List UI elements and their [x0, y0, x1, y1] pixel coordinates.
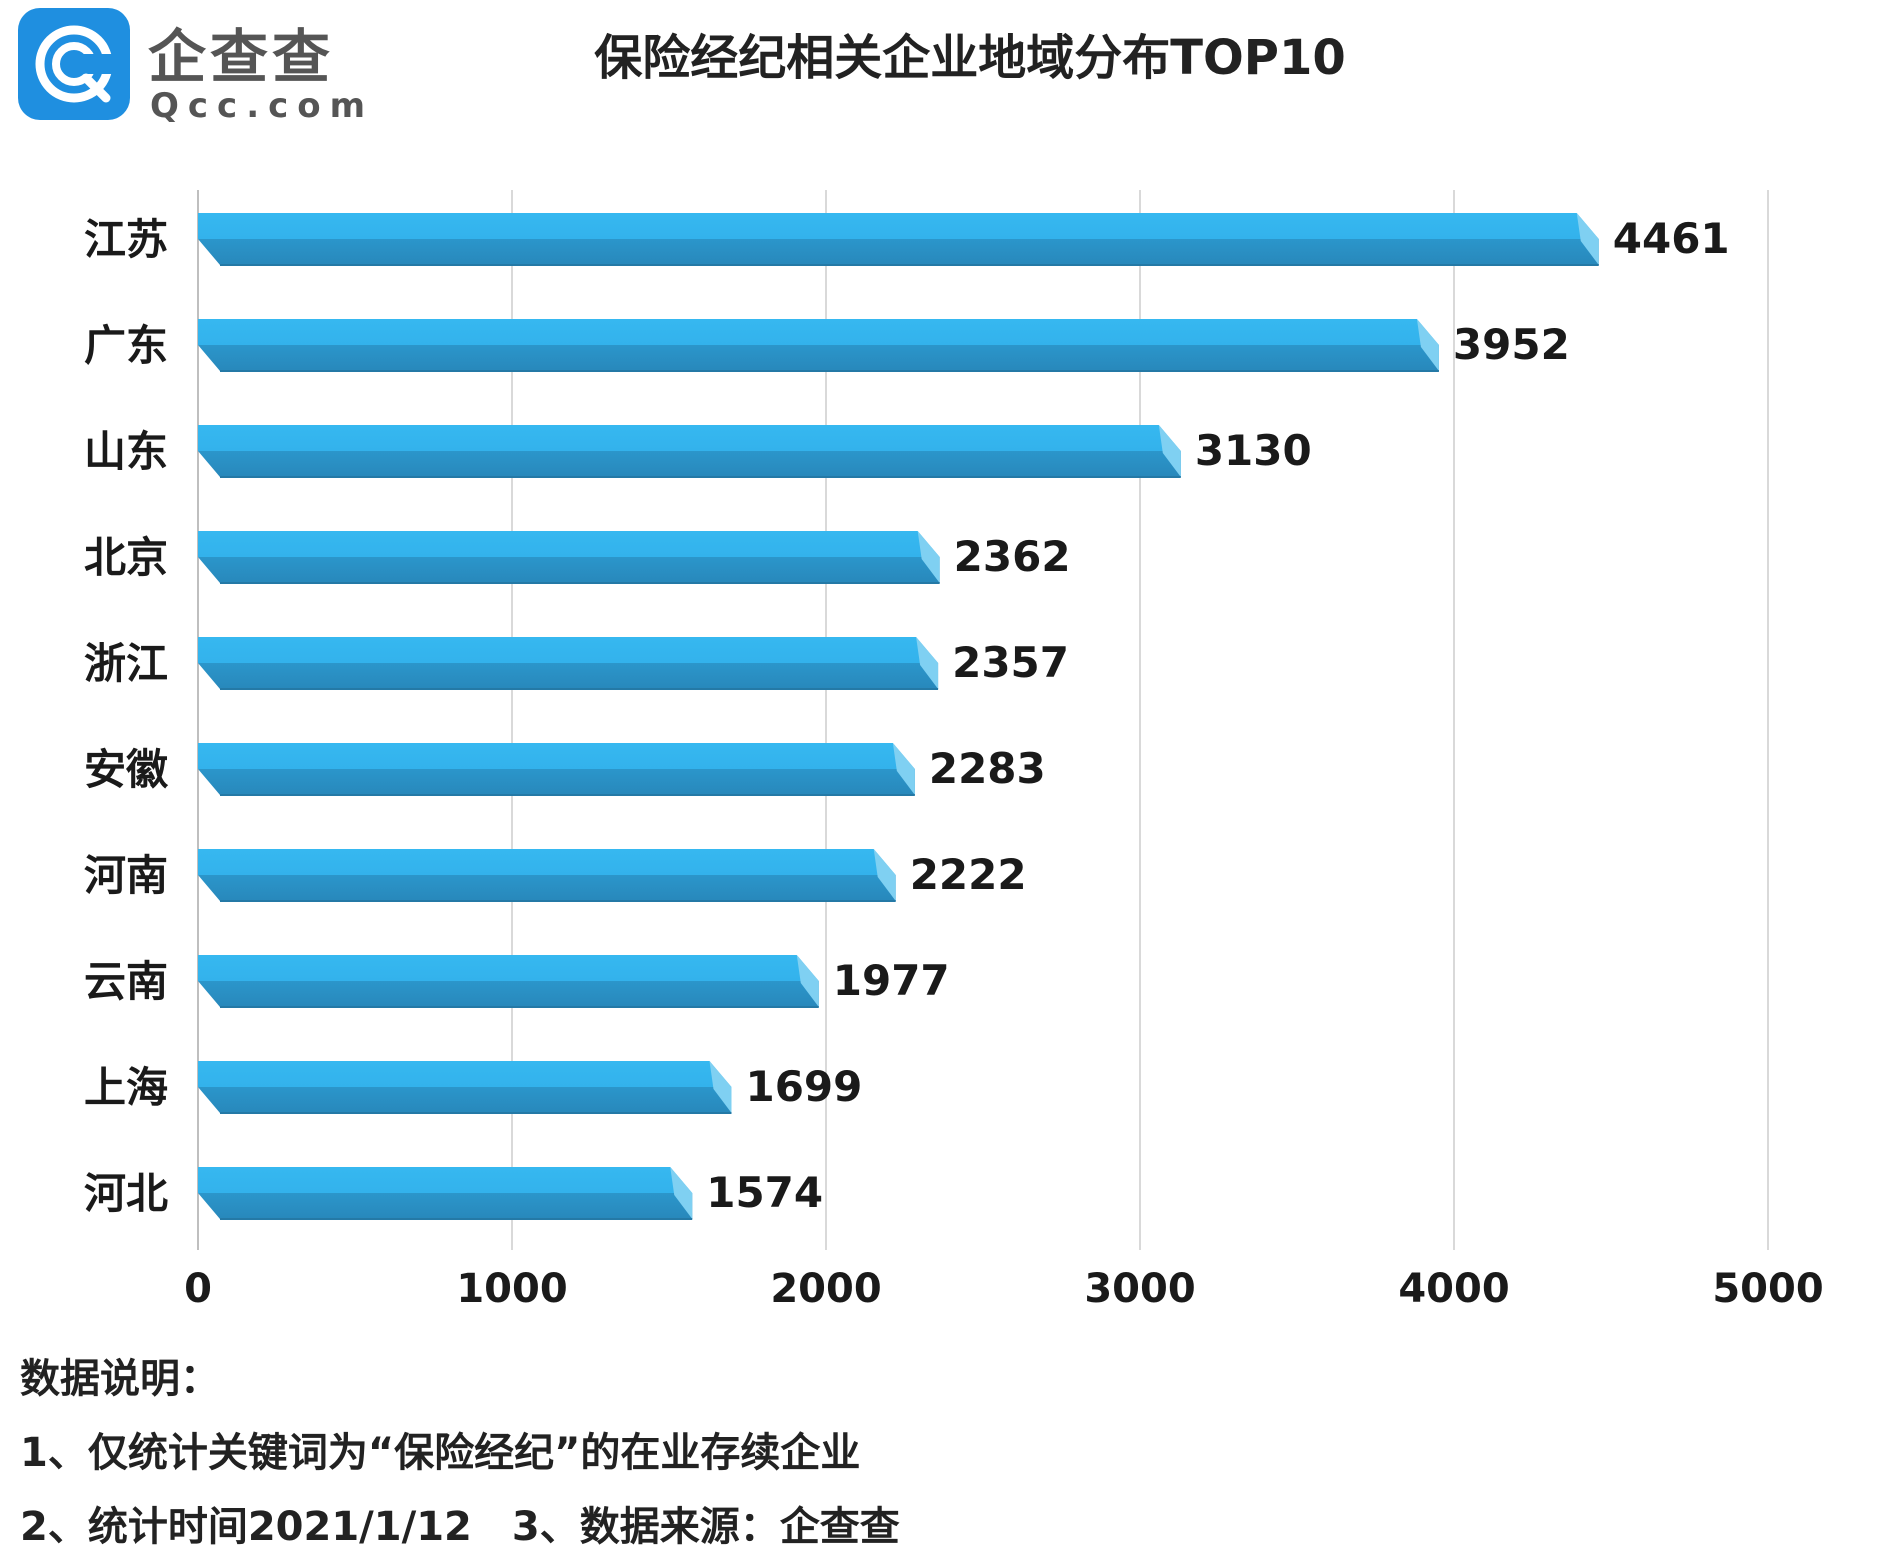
- x-tick-label: 2000: [770, 1266, 881, 1312]
- bar-end-cap: [670, 1167, 693, 1219]
- y-category-label: 河北: [84, 1169, 168, 1218]
- data-label: 1977: [833, 956, 950, 1005]
- data-notes: 数据说明： 1、仅统计关键词为“保险经纪”的在业存续企业 2、统计时间2021/…: [20, 1342, 900, 1564]
- x-tick-label: 4000: [1398, 1266, 1509, 1312]
- bar: [198, 1167, 693, 1219]
- bar-end-cap: [1158, 425, 1181, 477]
- data-label: 1574: [706, 1168, 823, 1217]
- bar-end-cap: [709, 1061, 732, 1113]
- data-label: 2362: [954, 532, 1071, 581]
- x-axis: 0 1000 2000 3000 4000 5000: [184, 1266, 1824, 1312]
- bar-group: 河北 1574: [84, 1167, 823, 1220]
- bar-group: 浙江 2357: [84, 637, 1069, 690]
- bar-group: 河南 2222: [84, 849, 1027, 902]
- data-label: 3130: [1195, 426, 1312, 475]
- bar-group: 江苏 4461: [84, 213, 1730, 266]
- data-label: 4461: [1613, 214, 1730, 263]
- bar-end-cap: [1416, 319, 1439, 371]
- qcc-logo: 企查查 Qcc.com: [18, 8, 365, 128]
- y-category-label: 江苏: [84, 215, 168, 264]
- bar: [198, 849, 896, 901]
- y-category-label: 安徽: [84, 745, 169, 794]
- x-tick-label: 5000: [1712, 1266, 1823, 1312]
- bar-group: 广东 3952: [84, 319, 1570, 372]
- bars: 江苏 4461 广东 3952 山东 3130 北京 2362 浙江 2357 安徽 2283 河南 22…: [84, 213, 1730, 1220]
- x-tick-label: 1000: [456, 1266, 567, 1312]
- data-label: 1699: [745, 1062, 862, 1111]
- bar: [198, 213, 1599, 265]
- bar: [198, 637, 939, 689]
- bar: [198, 743, 915, 795]
- notes-heading: 数据说明：: [20, 1356, 220, 1402]
- bar-chart: 江苏 4461 广东 3952 山东 3130 北京 2362 浙江 2357 安徽 2283 河南 22…: [84, 190, 1824, 1312]
- y-category-label: 云南: [84, 957, 168, 1006]
- bar-group: 北京 2362: [84, 531, 1071, 584]
- bar-group: 上海 1699: [84, 1061, 862, 1114]
- y-category-label: 河南: [84, 851, 168, 900]
- chart-title: 保险经纪相关企业地域分布TOP10: [594, 30, 1346, 86]
- bar-end-cap: [916, 637, 939, 689]
- data-label: 2357: [952, 638, 1069, 687]
- y-category-label: 北京: [84, 533, 168, 582]
- logo-subtext: Qcc.com: [150, 86, 375, 126]
- bar-end-cap: [796, 955, 819, 1007]
- y-category-label: 广东: [84, 321, 168, 370]
- bar-end-cap: [892, 743, 915, 795]
- notes-line-1: 1、仅统计关键词为“保险经纪”的在业存续企业: [20, 1430, 861, 1476]
- data-label: 2283: [929, 744, 1046, 793]
- data-label: 3952: [1453, 320, 1570, 369]
- bar-group: 山东 3130: [84, 425, 1312, 478]
- bar-end-cap: [1576, 213, 1599, 265]
- y-category-label: 浙江: [84, 639, 168, 688]
- x-tick-label: 3000: [1084, 1266, 1195, 1312]
- bar-end-cap: [873, 849, 896, 901]
- notes-line-2: 2、统计时间2021/1/12 3、数据来源：企查查: [20, 1504, 900, 1550]
- logo-text: 企查查: [148, 23, 335, 91]
- bar: [198, 531, 940, 583]
- data-label: 2222: [910, 850, 1027, 899]
- x-tick-label: 0: [184, 1266, 212, 1312]
- bar: [198, 1061, 732, 1113]
- bar: [198, 319, 1439, 371]
- bar-group: 云南 1977: [84, 955, 950, 1008]
- bar: [198, 425, 1181, 477]
- y-category-label: 上海: [84, 1063, 168, 1112]
- bar-group: 安徽 2283: [84, 743, 1046, 796]
- bar-end-cap: [917, 531, 940, 583]
- bar: [198, 955, 819, 1007]
- qcc-logo-icon: [18, 8, 130, 120]
- y-category-label: 山东: [84, 427, 168, 476]
